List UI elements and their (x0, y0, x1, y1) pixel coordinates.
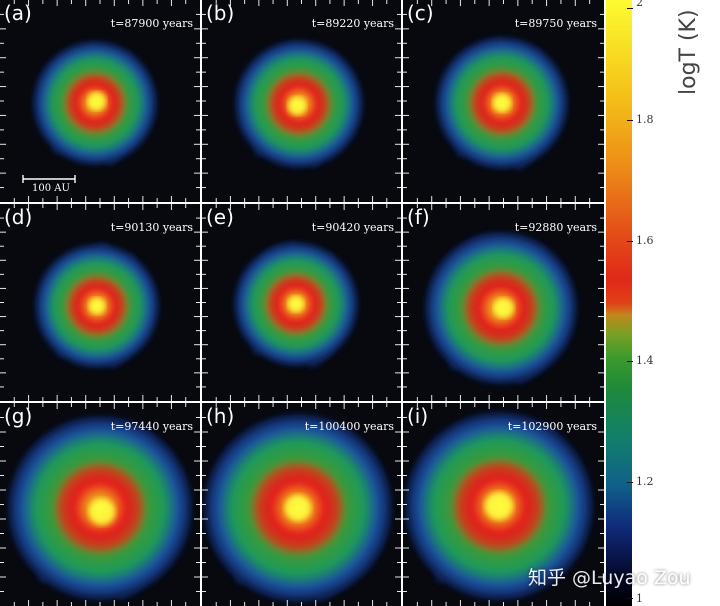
panel-label: (c) (407, 1, 434, 25)
disk-core (88, 92, 106, 110)
panel-time: t=90420 years (311, 221, 394, 234)
scale-bar-label: 100 AU (32, 183, 70, 194)
disk-image-h (204, 414, 392, 602)
panel-time: t=87900 years (110, 17, 193, 30)
panel-b: (b) t=89220 years (202, 0, 401, 202)
panel-ticks (403, 204, 604, 401)
disk-image-d (35, 243, 159, 369)
disk-image-c (436, 37, 568, 171)
colorbar (606, 0, 632, 606)
panel-grid: (a) t=87900 years 100 AU (b) t=89220 yea… (0, 0, 604, 606)
panel-label: (d) (4, 205, 33, 229)
panel-time: t=90130 years (110, 221, 193, 234)
disk-core (485, 492, 513, 520)
colorbar-tick-mark (627, 120, 633, 121)
panel-label: (h) (206, 404, 235, 428)
panel-label: (a) (4, 1, 32, 25)
disk-image-g (8, 416, 192, 600)
watermark: 知乎 @Luyao Zou (528, 567, 691, 589)
panel-label: (i) (407, 404, 429, 428)
colorbar-tick-mark (627, 361, 633, 362)
panel-h: (h) t=100400 years (202, 403, 401, 606)
panel-c: (c) t=89750 years (403, 0, 604, 202)
panel-ticks (403, 0, 604, 202)
panel-time: t=100400 years (304, 420, 394, 433)
colorbar-tick-label: 1 (636, 592, 643, 605)
panel-ticks (202, 204, 401, 401)
disk-image-e (234, 242, 358, 368)
disk-core (493, 94, 511, 112)
panel-time: t=92880 years (514, 221, 597, 234)
colorbar-tick-label: 1.4 (636, 354, 654, 367)
panel-ticks (0, 0, 200, 202)
panel-time: t=102900 years (507, 420, 597, 433)
disk-core (89, 499, 115, 525)
panel-time: t=89750 years (514, 17, 597, 30)
panel-ticks (0, 403, 200, 606)
panel-g: (g) t=97440 years (0, 403, 200, 606)
disk-image-a (33, 41, 157, 166)
disk-image-i (405, 412, 593, 600)
colorbar-tick-mark (627, 241, 633, 242)
disk-image-b (235, 40, 363, 168)
scale-bar (22, 175, 76, 183)
disk-core (288, 296, 304, 312)
panel-ticks (202, 0, 401, 202)
colorbar-tick-label: 2 (636, 0, 643, 9)
colorbar-title: logT (K) (676, 9, 701, 95)
disk-image-f (425, 232, 577, 385)
colorbar-tick-mark (627, 8, 633, 9)
panel-f: (f) t=92880 years (403, 204, 604, 401)
panel-ticks (202, 403, 401, 606)
colorbar-tick-label: 1.6 (636, 234, 654, 247)
panel-label: (b) (206, 1, 235, 25)
panel-ticks (403, 403, 604, 606)
disk-core (89, 298, 105, 314)
colorbar-tick-mark (627, 482, 633, 483)
colorbar-tick-label: 1.8 (636, 113, 654, 126)
panel-label: (g) (4, 404, 33, 428)
disk-core (285, 495, 311, 521)
colorbar-tick-label: 1.2 (636, 475, 654, 488)
disk-core (288, 97, 306, 115)
panel-d: (d) t=90130 years (0, 204, 200, 401)
panel-a: (a) t=87900 years 100 AU (0, 0, 200, 202)
panel-ticks (0, 204, 200, 401)
colorbar-tick-mark (627, 598, 633, 599)
panel-time: t=89220 years (311, 17, 394, 30)
panel-time: t=97440 years (110, 420, 193, 433)
panel-e: (e) t=90420 years (202, 204, 401, 401)
panel-label: (e) (206, 205, 234, 229)
panel-label: (f) (407, 205, 430, 229)
disk-core (494, 298, 514, 318)
panel-i: (i) t=102900 years (403, 403, 604, 606)
